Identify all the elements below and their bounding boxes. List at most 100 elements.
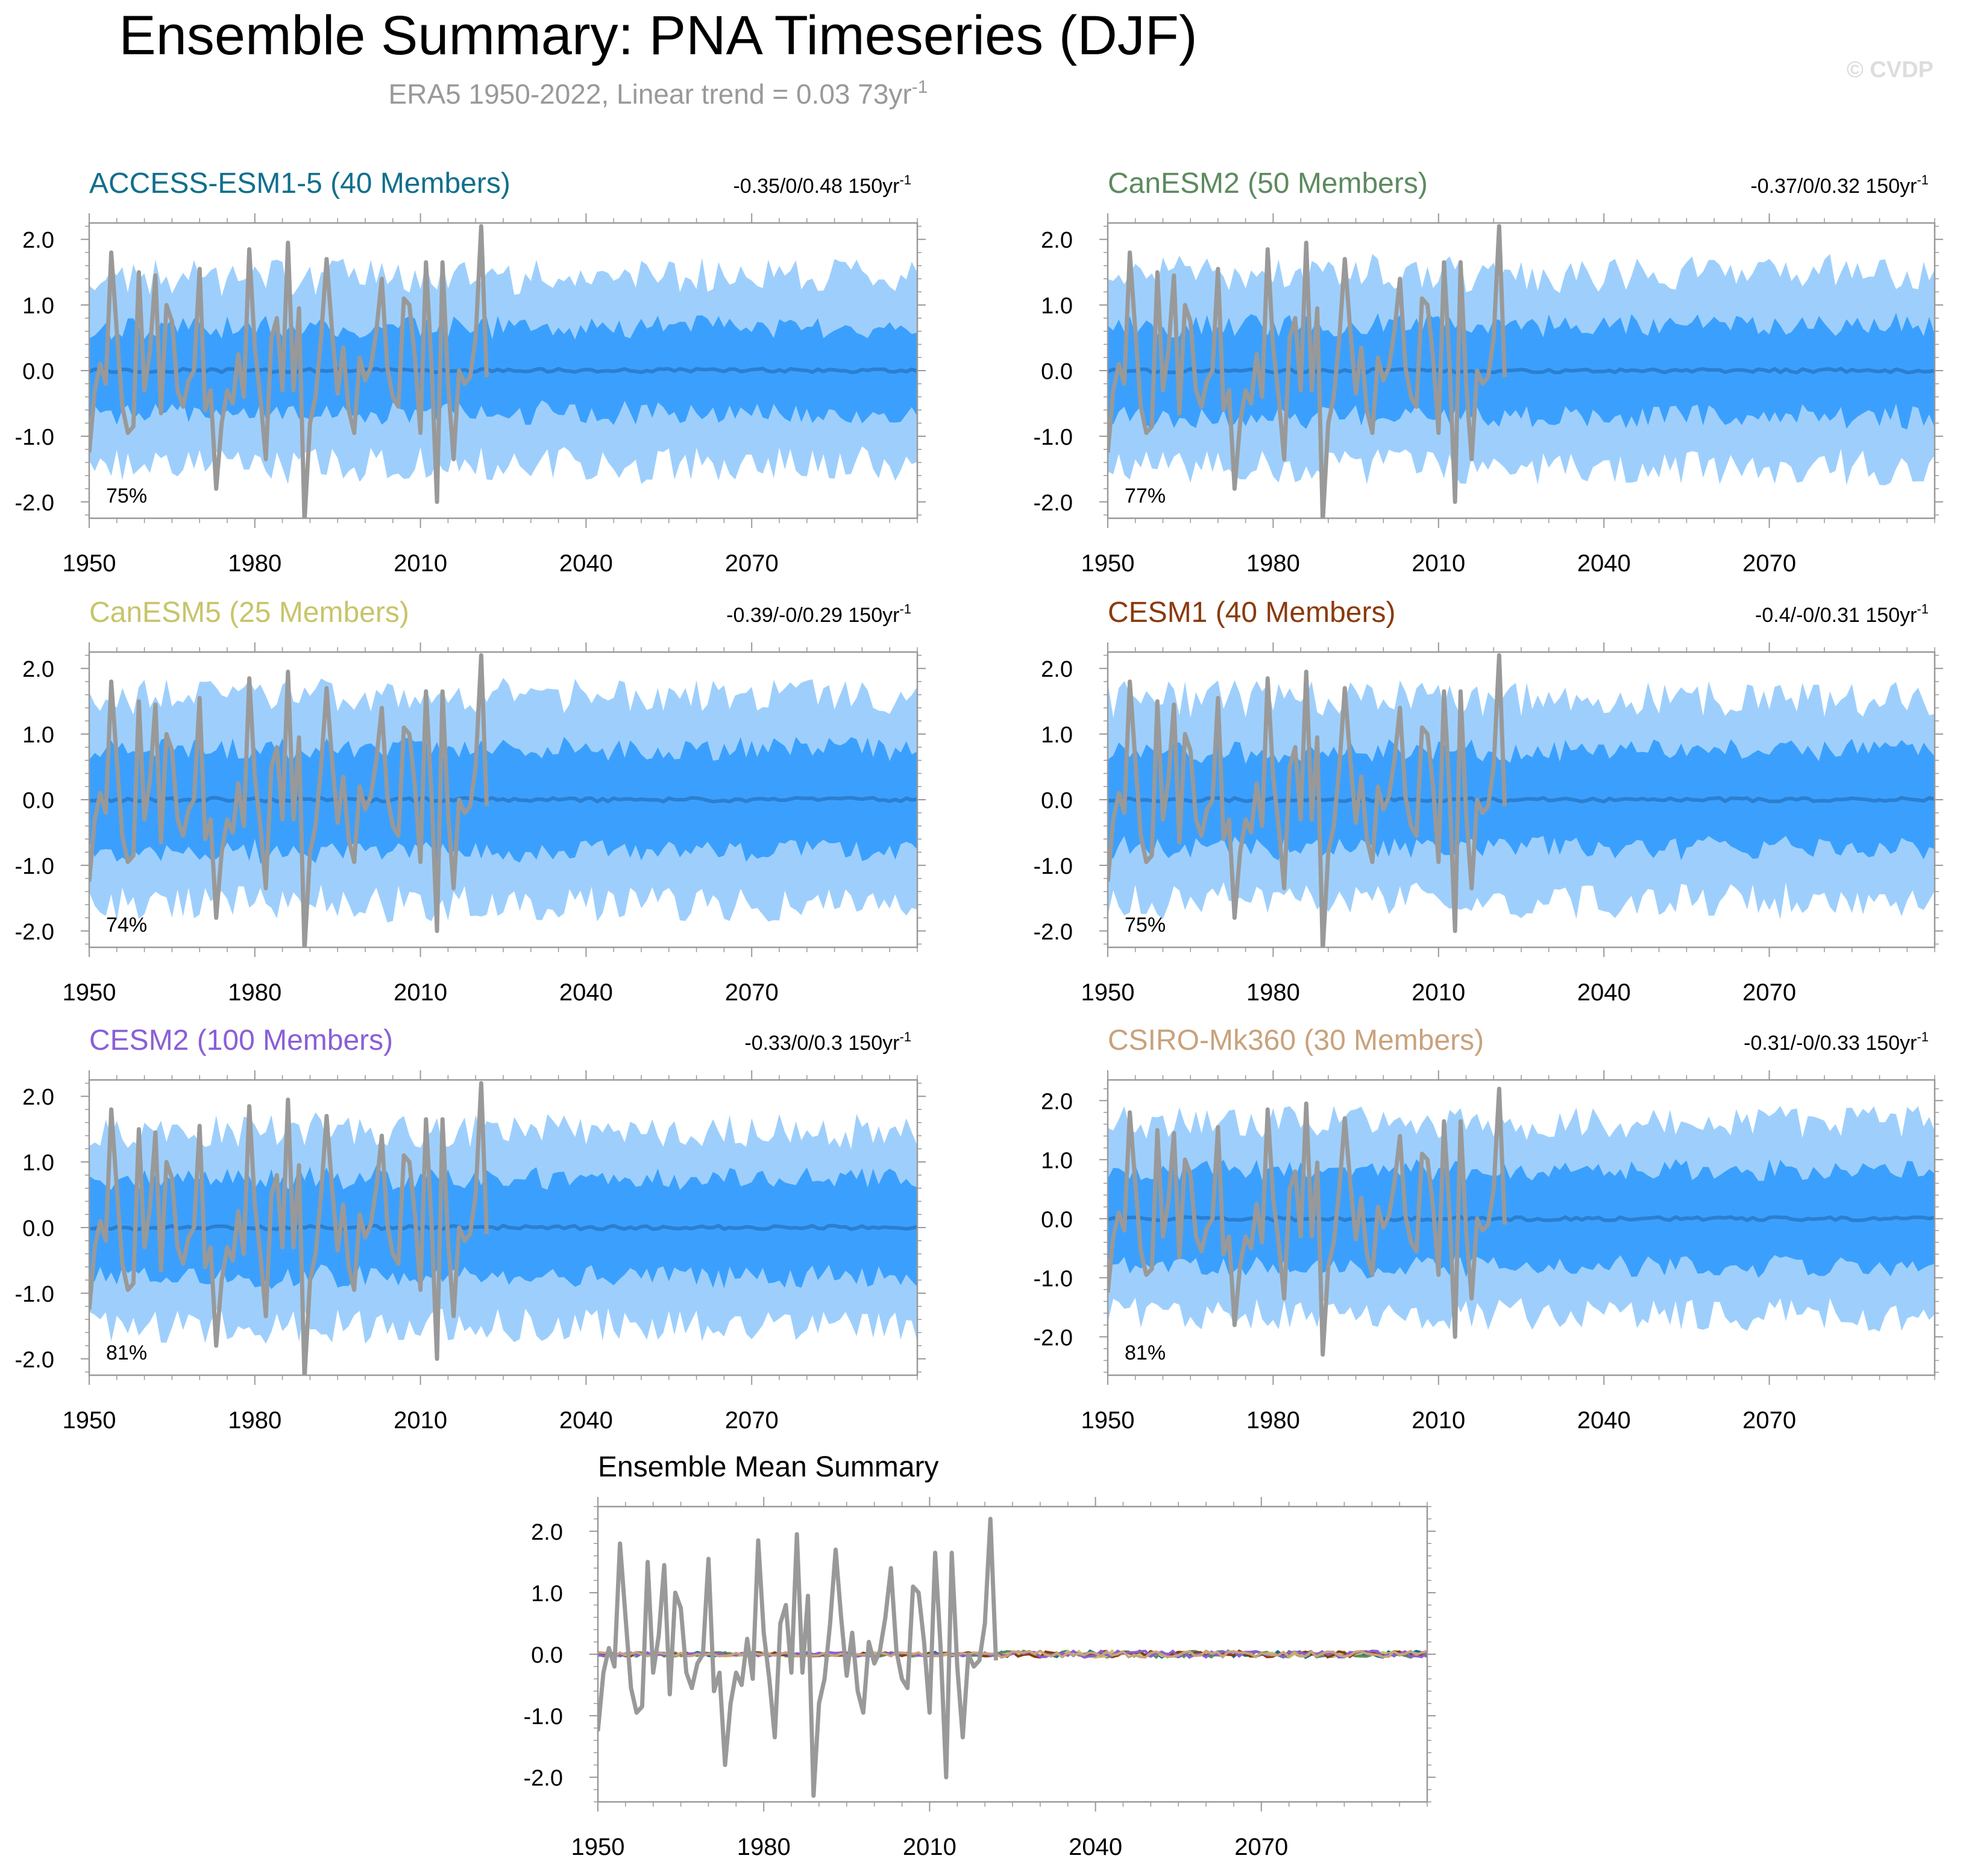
y-tick-label: -2.0: [524, 1766, 563, 1791]
y-tick-label: -1.0: [15, 425, 54, 450]
plot-area: [598, 1516, 1427, 1798]
figure-subtitle: ERA5 1950-2022, Linear trend = 0.03 73yr…: [389, 77, 928, 110]
trend-label: -0.37/0/0.32 150yr-1: [1750, 172, 1929, 198]
chart-panel: 2.0 1.0 0.0 -1.0 -2.0 1950 1980 2010 2040 2070 Ens…: [524, 1451, 1436, 1860]
y-tick-label: -2.0: [15, 1347, 54, 1373]
trend-label-exponent: -1: [899, 1029, 911, 1044]
model-mean-line: [598, 1649, 1427, 1659]
y-tick-label: 2.0: [1041, 228, 1073, 253]
panel-title: ACCESS-ESM1-5 (40 Members): [89, 168, 510, 199]
y-tick-label: 1.0: [1041, 723, 1073, 748]
y-tick-label: 2.0: [1041, 1089, 1073, 1114]
y-tick-label: -1.0: [15, 854, 54, 879]
trend-label: -0.4/-0/0.31 150yr-1: [1755, 601, 1929, 627]
model-mean-line: [598, 1649, 1427, 1659]
observed-line: [1108, 1087, 1507, 1357]
x-tick-label: 2010: [1412, 979, 1465, 1006]
x-tick-label: 1980: [228, 979, 281, 1006]
trend-label-exponent: -1: [1917, 172, 1929, 187]
y-tick-label: 1.0: [22, 1150, 54, 1176]
x-tick-label: 2040: [1577, 979, 1631, 1006]
panel-title: CanESM5 (25 Members): [89, 597, 409, 629]
ensemble-mean-line: [89, 795, 917, 804]
x-tick-label: 1950: [63, 550, 116, 577]
ensemble-mean-line: [89, 1223, 917, 1232]
x-tick-label: 1950: [1081, 979, 1135, 1006]
ensemble-mean-line: [89, 366, 917, 375]
y-tick-label: 0.0: [22, 788, 54, 814]
x-tick-label: 2040: [559, 1407, 613, 1434]
plot-area: [89, 1081, 917, 1375]
x-tick-label: 2070: [1234, 1834, 1288, 1860]
panel-title: Ensemble Mean Summary: [598, 1451, 939, 1483]
panel-title: CanESM2 (50 Members): [1108, 168, 1428, 199]
trend-label: -0.35/0/0.48 150yr-1: [733, 172, 911, 198]
panel-title: CESM1 (40 Members): [1108, 597, 1395, 629]
x-tick-label: 1980: [737, 1834, 791, 1860]
y-tick-label: 0.0: [22, 1216, 54, 1241]
y-tick-label: 2.0: [1041, 657, 1073, 682]
y-tick-label: 1.0: [1041, 293, 1073, 319]
watermark: © CVDP: [1847, 57, 1933, 83]
y-tick-label: -2.0: [15, 920, 54, 945]
observed-line: [1108, 653, 1507, 947]
x-tick-label: 2040: [1069, 1834, 1122, 1860]
percent-label: 81%: [1125, 1341, 1166, 1364]
trend-label-exponent: -1: [899, 601, 911, 616]
x-tick-label: 2070: [725, 1407, 779, 1434]
x-tick-label: 2070: [1742, 550, 1796, 577]
x-tick-label: 2010: [1412, 550, 1465, 577]
x-tick-label: 2070: [1742, 1407, 1796, 1434]
y-tick-label: 1.0: [22, 723, 54, 748]
y-tick-label: 0.0: [531, 1643, 563, 1668]
x-tick-label: 2040: [559, 550, 613, 577]
y-tick-label: -2.0: [1034, 491, 1073, 516]
trend-label-exponent: -1: [899, 172, 911, 187]
chart-panel: 2.0 1.0 0.0 -1.0 -2.0 1950 1980 2010 2040 2070 Can…: [1034, 168, 1943, 577]
x-tick-label: 1980: [1246, 1407, 1300, 1434]
chart-panel: 2.0 1.0 0.0 -1.0 -2.0 1950 1980 2010 2040 2070 CES…: [15, 1024, 926, 1434]
y-tick-label: 2.0: [22, 228, 54, 253]
chart-panel: 2.0 1.0 0.0 -1.0 -2.0 1950 1980 2010 2040 2070 Can…: [15, 597, 926, 1006]
x-tick-label: 2070: [725, 979, 779, 1006]
y-tick-label: -1.0: [1034, 1266, 1073, 1291]
panels-group: 2.0 1.0 0.0 -1.0 -2.0 1950 1980 2010 2040 2070 ACC…: [15, 168, 1943, 1860]
percent-label: 75%: [1125, 914, 1166, 936]
ensemble-mean-line: [1108, 366, 1935, 375]
panel-title: CSIRO-Mk360 (30 Members): [1108, 1024, 1484, 1056]
x-tick-label: 1950: [63, 1407, 116, 1434]
x-tick-label: 2040: [1577, 1407, 1631, 1434]
plot-area: [89, 224, 917, 518]
ensemble-mean-line: [1108, 795, 1935, 804]
plot-area: [1108, 653, 1935, 947]
x-tick-label: 2040: [559, 979, 613, 1006]
chart-panel: 2.0 1.0 0.0 -1.0 -2.0 1950 1980 2010 2040 2070 CSI…: [1034, 1024, 1943, 1434]
y-tick-label: -2.0: [15, 491, 54, 516]
observed-line: [89, 653, 489, 947]
x-tick-label: 2010: [394, 550, 447, 577]
x-tick-label: 1980: [228, 1407, 281, 1434]
y-tick-label: 2.0: [22, 1085, 54, 1110]
plot-area: [89, 653, 917, 947]
observed-line: [598, 1516, 998, 1798]
trend-label-text: -0.31/-0/0.33 150yr: [1744, 1032, 1917, 1055]
percent-label: 81%: [106, 1341, 147, 1364]
plot-area: [1108, 1087, 1935, 1357]
y-tick-label: 1.0: [531, 1581, 563, 1607]
y-tick-label: 0.0: [1041, 1207, 1073, 1232]
observed-line: [1108, 224, 1507, 518]
trend-label: -0.31/-0/0.33 150yr-1: [1744, 1029, 1929, 1055]
y-tick-label: -1.0: [1034, 425, 1073, 450]
y-tick-label: -1.0: [1034, 854, 1073, 879]
y-tick-label: -1.0: [15, 1282, 54, 1307]
y-tick-label: 0.0: [1041, 788, 1073, 814]
x-tick-label: 1980: [1246, 979, 1300, 1006]
y-tick-label: 1.0: [22, 293, 54, 319]
trend-label-text: -0.33/0/0.3 150yr: [744, 1032, 899, 1055]
x-tick-label: 1950: [571, 1834, 625, 1860]
y-tick-label: -2.0: [1034, 920, 1073, 945]
percent-label: 77%: [1125, 485, 1166, 507]
chart-panel: 2.0 1.0 0.0 -1.0 -2.0 1950 1980 2010 2040 2070 CES…: [1034, 597, 1943, 1006]
trend-label-text: -0.4/-0/0.31 150yr: [1755, 604, 1917, 627]
trend-label-exponent: -1: [1917, 1029, 1929, 1044]
